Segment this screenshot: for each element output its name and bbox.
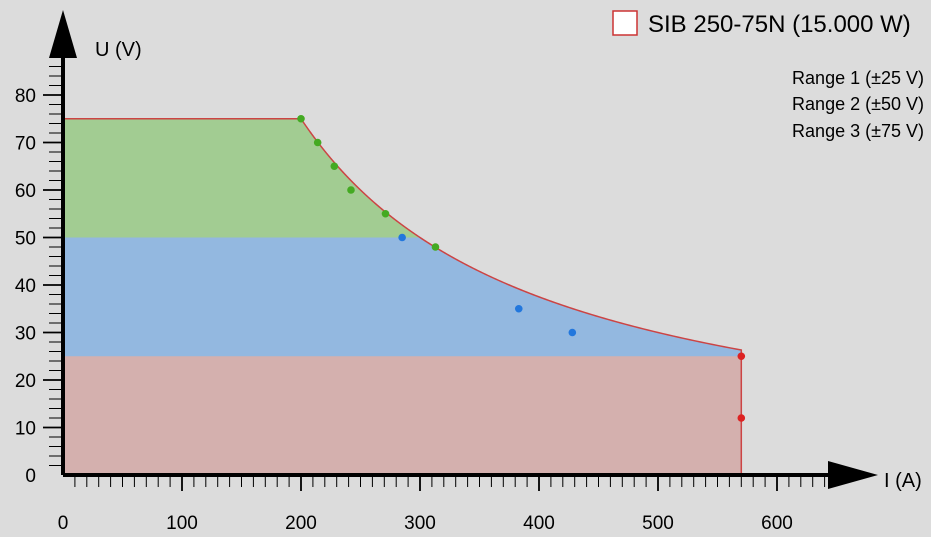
y-tick-label: 40 [15, 276, 36, 297]
range-3-point [313, 138, 322, 147]
y-tick-label: 60 [15, 181, 36, 202]
y-tick-label: 30 [15, 324, 36, 345]
x-tick-label: 300 [404, 513, 436, 534]
y-tick-label: 0 [25, 466, 36, 487]
axes-layer: I (A) U (V) [49, 10, 922, 492]
x-tick-label: 200 [285, 513, 317, 534]
x-tick-label: 600 [761, 513, 793, 534]
range-2-point [398, 233, 406, 242]
ticks-layer: 0 100 200 300 400 500 600 0 10 20 30 40 50 60 70 80 [15, 66, 826, 534]
range-2-point [514, 304, 523, 313]
legend-label: SIB 250-75N (15.000 W) [648, 11, 911, 38]
range-3-point [347, 186, 355, 194]
range-3-point [330, 162, 339, 171]
range-1-label: Range 1 (±25 V) [792, 68, 924, 88]
range-2-point [568, 328, 577, 337]
boundary-layer [63, 118, 743, 475]
y-tick-label: 80 [15, 86, 36, 107]
x-tick-label: 500 [642, 513, 674, 534]
y-axis-arrow [49, 10, 77, 58]
points-layer [297, 114, 746, 422]
y-axis-title: U (V) [95, 39, 142, 61]
x-axis-arrow [828, 461, 878, 489]
range-1-point [737, 352, 746, 361]
range-2-label: Range 2 (±50 V) [792, 94, 924, 114]
range-1-point [737, 414, 746, 422]
x-tick-label: 100 [166, 513, 198, 534]
range-3-point [431, 243, 440, 251]
x-tick-label: 0 [58, 513, 69, 534]
range-3-label: Range 3 (±75 V) [792, 121, 924, 141]
y-tick-label: 20 [15, 371, 36, 392]
area-range-1 [63, 356, 742, 475]
legend: SIB 250-75N (15.000 W) Range 1 (±25 V) R… [612, 10, 924, 141]
area-layer [63, 118, 742, 475]
legend-swatch [612, 10, 638, 36]
power-limit-boundary [63, 118, 743, 475]
x-axis-title: I (A) [884, 470, 922, 492]
y-tick-label: 70 [15, 134, 36, 155]
x-tick-label: 400 [523, 513, 555, 534]
range-3-point [381, 209, 390, 218]
y-tick-label: 50 [15, 229, 36, 250]
range-3-point [297, 114, 305, 123]
y-tick-label: 10 [15, 419, 36, 440]
